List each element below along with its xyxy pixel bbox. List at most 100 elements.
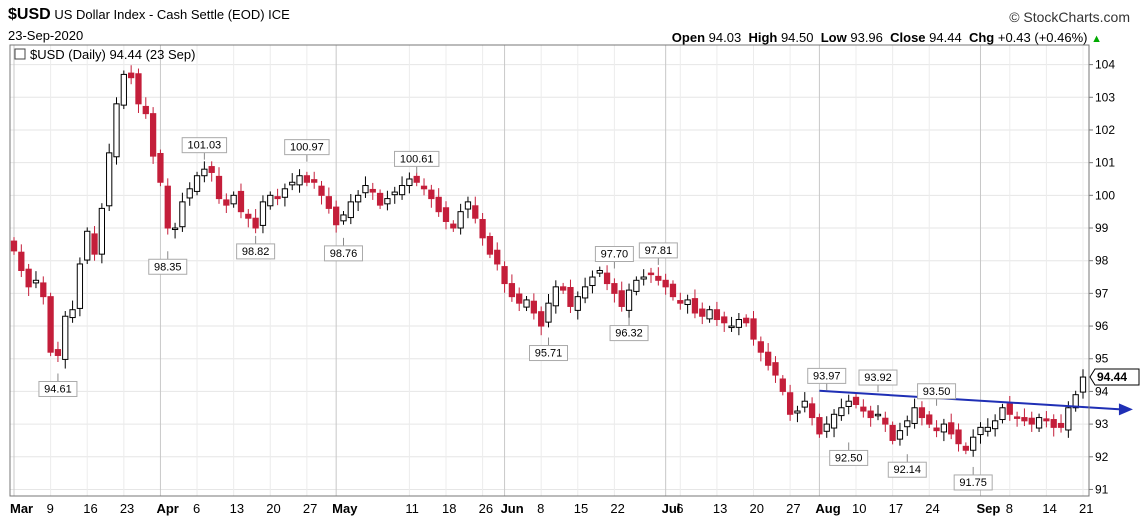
- price-annotation: 96.32: [609, 317, 649, 342]
- price-annotation: 98.35: [148, 251, 188, 275]
- candle: [786, 384, 794, 421]
- x-tick-label: 6: [193, 501, 200, 516]
- x-tick-label: Apr: [156, 501, 178, 516]
- candle: [1028, 411, 1035, 432]
- price-annotation: 92.50: [829, 442, 869, 466]
- candle: [201, 161, 208, 183]
- chart-header: $USD US Dollar Index - Cash Settle (EOD)…: [8, 6, 290, 24]
- x-tick-label: May: [332, 501, 358, 516]
- candle: [508, 274, 516, 302]
- exchange: ICE: [268, 7, 290, 22]
- candle: [252, 209, 259, 234]
- candle: [54, 341, 62, 363]
- candle: [669, 280, 677, 301]
- candle: [560, 282, 567, 295]
- candle: [223, 193, 230, 213]
- x-tick-label: 17: [889, 501, 903, 516]
- chart-date: 23-Sep-2020: [8, 28, 84, 43]
- svg-text:97.81: 97.81: [645, 245, 673, 257]
- candle: [596, 266, 603, 278]
- candle: [801, 392, 808, 413]
- plot-frame: [9, 44, 1090, 497]
- candle: [1079, 369, 1087, 399]
- candle: [32, 271, 40, 289]
- candle: [347, 194, 354, 225]
- candle: [794, 405, 801, 423]
- candle: [581, 277, 589, 304]
- candle: [340, 211, 347, 225]
- low-label: Low: [820, 30, 847, 45]
- grid: [10, 45, 1089, 496]
- candle: [106, 143, 113, 212]
- y-tick-label: 101: [1095, 156, 1115, 170]
- candle: [735, 312, 743, 336]
- candle: [860, 399, 867, 418]
- y-tick-label: 102: [1095, 123, 1115, 137]
- candle: [18, 244, 25, 278]
- candle: [362, 176, 369, 198]
- svg-text:93.50: 93.50: [923, 386, 951, 398]
- x-tick-label: 21: [1079, 501, 1093, 516]
- candle: [918, 401, 926, 426]
- up-arrow-icon: ▲: [1091, 33, 1102, 45]
- last-price-label: 94.44: [1097, 370, 1127, 384]
- candle: [193, 171, 201, 196]
- price-annotation: 100.97: [284, 139, 330, 162]
- candle: [684, 294, 691, 314]
- candles: [10, 65, 1087, 457]
- candle: [494, 242, 501, 271]
- candle: [830, 409, 838, 438]
- price-annotation: 98.76: [323, 237, 363, 262]
- candle: [157, 149, 164, 187]
- candle: [267, 191, 274, 210]
- legend-candle-icon: [14, 48, 26, 60]
- x-tick-label: 14: [1042, 501, 1056, 516]
- candle: [40, 276, 47, 305]
- candle: [574, 291, 581, 320]
- svg-text:96.32: 96.32: [615, 328, 643, 340]
- candle: [259, 195, 267, 234]
- candle: [428, 184, 435, 208]
- candle: [384, 190, 391, 211]
- svg-text:92.50: 92.50: [835, 452, 863, 464]
- trendline-segment: [819, 389, 1121, 411]
- candle: [567, 279, 574, 313]
- candle: [47, 292, 54, 357]
- close-label: Close: [890, 30, 926, 45]
- candle: [904, 415, 911, 436]
- candle: [450, 220, 457, 232]
- candle: [625, 283, 633, 319]
- candle: [142, 97, 149, 119]
- price-annotation: 97.81: [638, 242, 678, 265]
- price-annotation: 95.71: [529, 337, 568, 362]
- y-tick-label: 93: [1095, 417, 1109, 431]
- price-annotation: 93.92: [858, 369, 898, 393]
- candle: [76, 257, 84, 317]
- close-value: 94.44: [929, 30, 962, 45]
- candle: [1050, 414, 1057, 437]
- candle: [889, 421, 896, 445]
- x-tick-label: 8: [537, 501, 544, 516]
- candle: [838, 398, 845, 421]
- candle: [1035, 413, 1043, 432]
- x-tick-label: 9: [47, 501, 54, 516]
- candle: [691, 289, 699, 319]
- candle: [867, 405, 874, 427]
- candle: [647, 267, 655, 283]
- svg-text:100.61: 100.61: [400, 153, 434, 165]
- candle: [618, 281, 625, 312]
- chg-value: +0.43 (+0.46%): [997, 30, 1088, 45]
- low-value: 93.96: [850, 30, 883, 45]
- x-tick-label: 16: [83, 501, 97, 516]
- annotations: 94.61 98.35 101.03 98.82 100.97 98.76 100.61 95…: [38, 137, 993, 491]
- candle: [882, 411, 889, 432]
- candle: [1021, 408, 1028, 427]
- candle: [999, 403, 1006, 424]
- y-tick-label: 98: [1095, 254, 1109, 268]
- candle: [779, 375, 786, 396]
- y-axis: 91 92 93 94 95 96 97 98 99 100 101 102 103 104: [1089, 58, 1115, 496]
- svg-text:92.14: 92.14: [894, 464, 922, 476]
- candle: [706, 305, 713, 323]
- x-tick-label: 10: [852, 501, 866, 516]
